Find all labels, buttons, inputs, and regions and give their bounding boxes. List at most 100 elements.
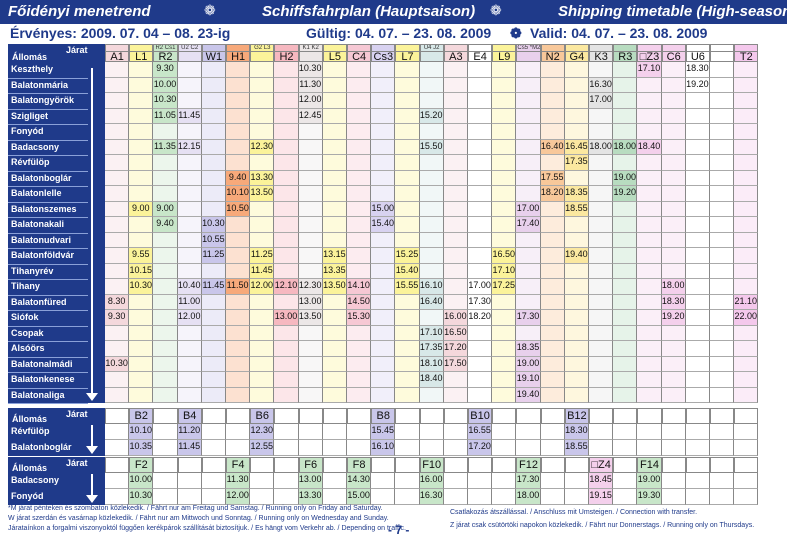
column-code: F14: [637, 457, 662, 473]
departure-time: 17.25: [492, 279, 517, 295]
grid-cell: [613, 279, 638, 295]
grid-cell: [105, 489, 130, 505]
grid-cell: [419, 440, 444, 456]
grid-cell: [371, 62, 396, 78]
grid-cell: [492, 62, 517, 78]
grid-cell: [153, 310, 178, 326]
grid-cell: [540, 387, 565, 403]
grid-cell: [226, 325, 251, 341]
grid-cell: [322, 310, 347, 326]
grid-cell: [347, 170, 372, 186]
grid-cell: [129, 124, 154, 140]
grid-cell: [226, 139, 251, 155]
column-code: N2: [540, 51, 565, 62]
grid-cell: [153, 248, 178, 264]
station-name: Révfülöp: [11, 426, 50, 436]
column-band: [492, 62, 517, 403]
departure-time: 17.00: [516, 201, 541, 217]
departure-time: 13.30: [250, 170, 275, 186]
departure-time: 16.45: [564, 139, 589, 155]
grid-cell: [298, 232, 323, 248]
station-name: Csopak: [11, 327, 44, 338]
grid-cell: [419, 77, 444, 93]
departure-time: 11.45: [177, 108, 202, 124]
departure-time: 17.50: [443, 356, 468, 372]
grid-cell: [492, 424, 517, 440]
departure-time: 15.40: [395, 263, 420, 279]
grid-cell: [322, 155, 347, 171]
column-band: [395, 62, 420, 403]
grid-cell: [395, 440, 420, 456]
departure-time: 18.00: [516, 489, 541, 505]
grid-cell: [129, 294, 154, 310]
grid-cell: [516, 186, 541, 202]
grid-cell: [613, 372, 638, 388]
column-code: [177, 51, 202, 62]
grid-cell: [661, 341, 686, 357]
station-name: Balatonszemes: [11, 203, 77, 214]
grid-cell: [347, 139, 372, 155]
departure-time: 15.50: [419, 139, 444, 155]
grid-cell: [419, 124, 444, 140]
title-english: Shipping timetable (High-season): [558, 3, 787, 20]
grid-cell: [105, 232, 130, 248]
grid-cell: [468, 186, 493, 202]
grid-cell: [347, 356, 372, 372]
departure-time: 12.00: [250, 279, 275, 295]
departure-time: 10.00: [153, 77, 178, 93]
grid-cell: [637, 341, 662, 357]
grid-cell: [443, 139, 468, 155]
grid-cell: [395, 310, 420, 326]
grid-cell: [613, 201, 638, 217]
grid-cell: [322, 424, 347, 440]
grid-cell: [540, 473, 565, 489]
grid-cell: [685, 424, 710, 440]
grid-cell: [371, 341, 396, 357]
grid-cell: [637, 356, 662, 372]
grid-cell: [105, 325, 130, 341]
grid-cell: [395, 408, 420, 424]
departure-time: 9.00: [129, 201, 154, 217]
grid-cell: [226, 341, 251, 357]
grid-cell: [468, 201, 493, 217]
grid-cell: [201, 341, 226, 357]
grid-cell: [685, 248, 710, 264]
grid-cell: [129, 356, 154, 372]
grid-cell: [468, 263, 493, 279]
grid-cell: [443, 372, 468, 388]
grid-cell: [443, 473, 468, 489]
grid-cell: [129, 170, 154, 186]
grid-cell: [371, 457, 396, 473]
grid-cell: [685, 201, 710, 217]
grid-cell: [347, 201, 372, 217]
arrow-head-icon: [86, 393, 98, 401]
grid-cell: [540, 294, 565, 310]
column-band: [322, 62, 347, 403]
grid-cell: [274, 124, 299, 140]
grid-cell: [395, 294, 420, 310]
grid-cell: [347, 263, 372, 279]
departure-time: 19.30: [637, 489, 662, 505]
grid-cell: [419, 201, 444, 217]
column-band: [661, 62, 686, 403]
grid-cell: [347, 186, 372, 202]
grid-cell: [371, 473, 396, 489]
grid-cell: [347, 62, 372, 78]
arrow-head-icon: [86, 446, 98, 454]
departure-time: 11.45: [201, 279, 226, 295]
departure-time: 17.20: [443, 341, 468, 357]
grid-cell: [564, 124, 589, 140]
grid-cell: [710, 279, 735, 295]
departure-time: 19.15: [589, 489, 614, 505]
grid-cell: [564, 93, 589, 109]
grid-cell: [105, 408, 130, 424]
grid-cell: [589, 108, 614, 124]
grid-cell: [298, 217, 323, 233]
grid-cell: [298, 155, 323, 171]
note-friday-saturday: *M járat pénteken és szombaton közlekedi…: [8, 505, 383, 512]
grid-cell: [637, 77, 662, 93]
note-thursday: Z járat csak csütörtöki napokon közleked…: [450, 522, 755, 529]
row-divider: [8, 294, 88, 296]
grid-cell: [395, 139, 420, 155]
grid-cell: [613, 440, 638, 456]
